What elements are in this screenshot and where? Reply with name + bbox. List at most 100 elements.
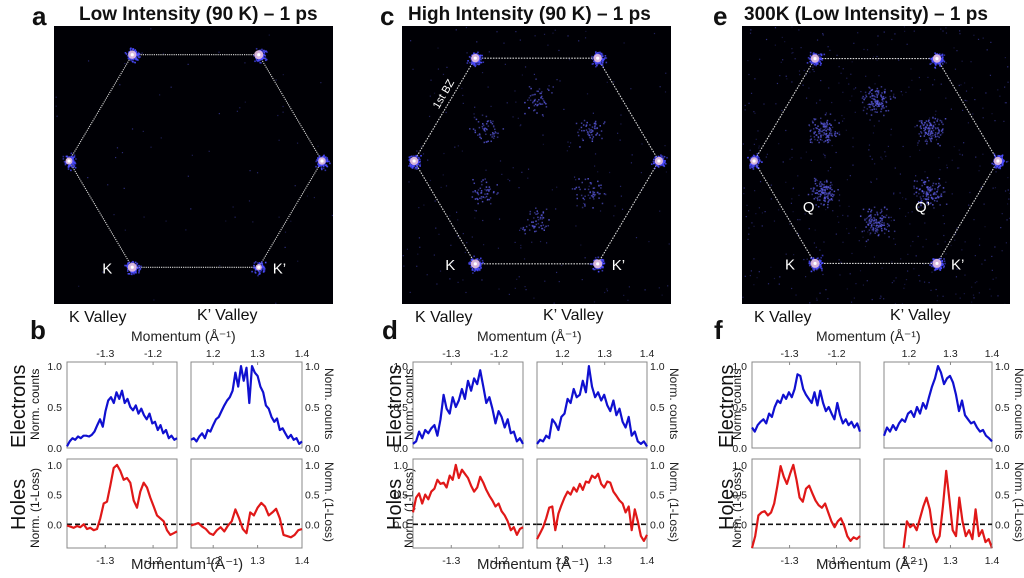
bz-map-svg: K K’1st BZ bbox=[402, 26, 671, 304]
bz-map-svg: K K’ Q Q’ bbox=[742, 26, 1010, 304]
electrons-kprime-valley-plot: 1.2 1.3 1.4 0.0 0.5 1.0 bbox=[190, 348, 320, 455]
y-tick-label: 0.0 bbox=[47, 519, 62, 531]
k-point-label: K bbox=[445, 257, 455, 274]
k-point-spot bbox=[650, 154, 668, 170]
holes-kprime-valley-plot: 1.2 1.3 1.4 0.0 0.5 1.0 bbox=[536, 458, 665, 567]
background-noise bbox=[55, 28, 333, 304]
k-point-spot bbox=[251, 261, 267, 277]
panel-title: High Intensity (90 K) – 1 ps bbox=[408, 4, 651, 25]
k-prime-valley-title: K’ Valley bbox=[890, 307, 951, 324]
y-tick-label: 1.0 bbox=[305, 460, 320, 472]
y-tick-label: 1.0 bbox=[995, 460, 1010, 472]
plot-frame bbox=[412, 361, 524, 449]
panel-title: 300K (Low Intensity) – 1 ps bbox=[744, 4, 988, 25]
k-point-spot bbox=[747, 153, 763, 170]
bz-momentum-map: K K’ bbox=[54, 26, 333, 304]
x-tick-label: 1.3 bbox=[943, 348, 958, 360]
x-tick-label: 1.4 bbox=[985, 555, 1000, 567]
y-tick-label: 0.0 bbox=[650, 443, 665, 455]
momentum-axis-label-bottom: Momentum (Å⁻¹) bbox=[477, 556, 590, 573]
x-tick-label: 1.2 bbox=[206, 555, 221, 567]
x-tick-label: -1.2 bbox=[144, 348, 162, 360]
y-tick-label: 1.0 bbox=[393, 361, 408, 373]
plot-frame bbox=[190, 458, 303, 549]
x-tick-label: 1.3 bbox=[943, 555, 958, 567]
x-tick-label: 1.2 bbox=[206, 348, 221, 360]
y-tick-label: 0.0 bbox=[47, 443, 62, 455]
panel-title: Low Intensity (90 K) – 1 ps bbox=[79, 4, 318, 25]
k-point-spot bbox=[929, 257, 946, 272]
holes-k-valley-plot: -1.3 -1.2 0.0 0.5 1.0 bbox=[732, 458, 884, 567]
x-tick-label: 1.4 bbox=[295, 555, 310, 567]
x-tick-label: 1.4 bbox=[640, 555, 655, 567]
electrons-k-series bbox=[751, 373, 862, 433]
k-prime-point-label: K’ bbox=[612, 257, 625, 274]
y-tick-label: 0.5 bbox=[650, 402, 665, 414]
y-tick-label: 0.5 bbox=[650, 490, 665, 502]
panel-letter-a: a bbox=[32, 1, 47, 31]
y-tick-label: 1.0 bbox=[732, 460, 747, 472]
x-tick-label: -1.3 bbox=[781, 555, 799, 567]
holes-kprime-valley-plot: 1.2 1.3 1.4 0.0 0.5 1.0 bbox=[190, 458, 320, 567]
panel-letter-b: b bbox=[30, 315, 46, 345]
x-tick-label: 1.2 bbox=[555, 348, 570, 360]
plot-frame bbox=[751, 361, 861, 449]
y-tick-label: 0.5 bbox=[732, 490, 747, 502]
k-point-spot bbox=[408, 154, 422, 170]
plot-frame bbox=[883, 361, 993, 449]
map-background bbox=[54, 26, 333, 304]
panel-letter-f: f bbox=[714, 315, 723, 345]
y-tick-label: 0.5 bbox=[305, 490, 320, 502]
electrons-kprime-series bbox=[882, 365, 993, 443]
k-point-spot bbox=[315, 154, 331, 172]
k-prime-point-label: K’ bbox=[951, 256, 964, 273]
y-tick-label: 1.0 bbox=[305, 361, 320, 373]
x-tick-label: 1.2 bbox=[902, 555, 917, 567]
background-noise bbox=[402, 26, 670, 304]
k-point-spot bbox=[466, 51, 485, 68]
x-tick-label: -1.3 bbox=[781, 348, 799, 360]
k-point-spot bbox=[589, 256, 606, 273]
map-background bbox=[742, 26, 1010, 304]
y-tick-label: 0.0 bbox=[732, 519, 747, 531]
y-tick-label: 1.0 bbox=[650, 460, 665, 472]
q-valley-spots bbox=[469, 78, 607, 235]
momentum-axis-label-top: Momentum (Å⁻¹) bbox=[816, 328, 921, 344]
holes-k-valley-plot: -1.3 -1.2 0.0 0.5 1.0 bbox=[47, 458, 191, 567]
y-tick-label: 0.0 bbox=[305, 519, 320, 531]
y-tick-label: 1.0 bbox=[47, 361, 62, 373]
k-prime-valley-title: K’ Valley bbox=[543, 307, 604, 324]
x-tick-label: -1.2 bbox=[144, 555, 162, 567]
y-tick-label: 0.5 bbox=[305, 402, 320, 414]
holes-k-series bbox=[411, 463, 524, 536]
y-tick-label: 0.5 bbox=[732, 402, 747, 414]
x-tick-label: -1.2 bbox=[490, 348, 508, 360]
plot-frame bbox=[536, 361, 648, 449]
x-tick-label: -1.2 bbox=[490, 555, 508, 567]
plot-frame bbox=[412, 458, 524, 549]
q-point-label: Q bbox=[803, 199, 815, 216]
k-valley-title: K Valley bbox=[69, 309, 127, 326]
y-tick-label: 0.5 bbox=[995, 402, 1010, 414]
y-tick-label: 0.0 bbox=[393, 443, 408, 455]
y-tick-label: 0.5 bbox=[393, 490, 408, 502]
electrons-k-valley-plot: -1.3 -1.2 0.0 0.5 1.0 bbox=[47, 348, 178, 455]
panel-letter-e: e bbox=[713, 1, 728, 31]
x-tick-label: 1.2 bbox=[555, 555, 570, 567]
k-point-spot bbox=[591, 51, 608, 68]
x-tick-label: 1.2 bbox=[902, 348, 917, 360]
y-tick-label: 0.5 bbox=[47, 490, 62, 502]
k-point-label: K bbox=[785, 256, 795, 273]
k-point-spot bbox=[62, 152, 77, 172]
bz-momentum-map: K K’ 1st BZ bbox=[402, 26, 671, 304]
y-tick-label: 0.0 bbox=[732, 443, 747, 455]
plot-frame bbox=[66, 458, 178, 549]
x-tick-label: -1.3 bbox=[96, 348, 114, 360]
x-tick-label: 1.3 bbox=[597, 555, 612, 567]
k-point-spot bbox=[468, 255, 484, 274]
holes-k-series bbox=[66, 463, 178, 536]
holes-k-valley-plot: -1.3 -1.2 0.0 0.5 1.0 bbox=[393, 458, 537, 567]
bz-map-svg: K K’ bbox=[54, 26, 333, 304]
y-tick-label: 1.0 bbox=[650, 361, 665, 373]
panel-letter-d: d bbox=[382, 315, 398, 345]
